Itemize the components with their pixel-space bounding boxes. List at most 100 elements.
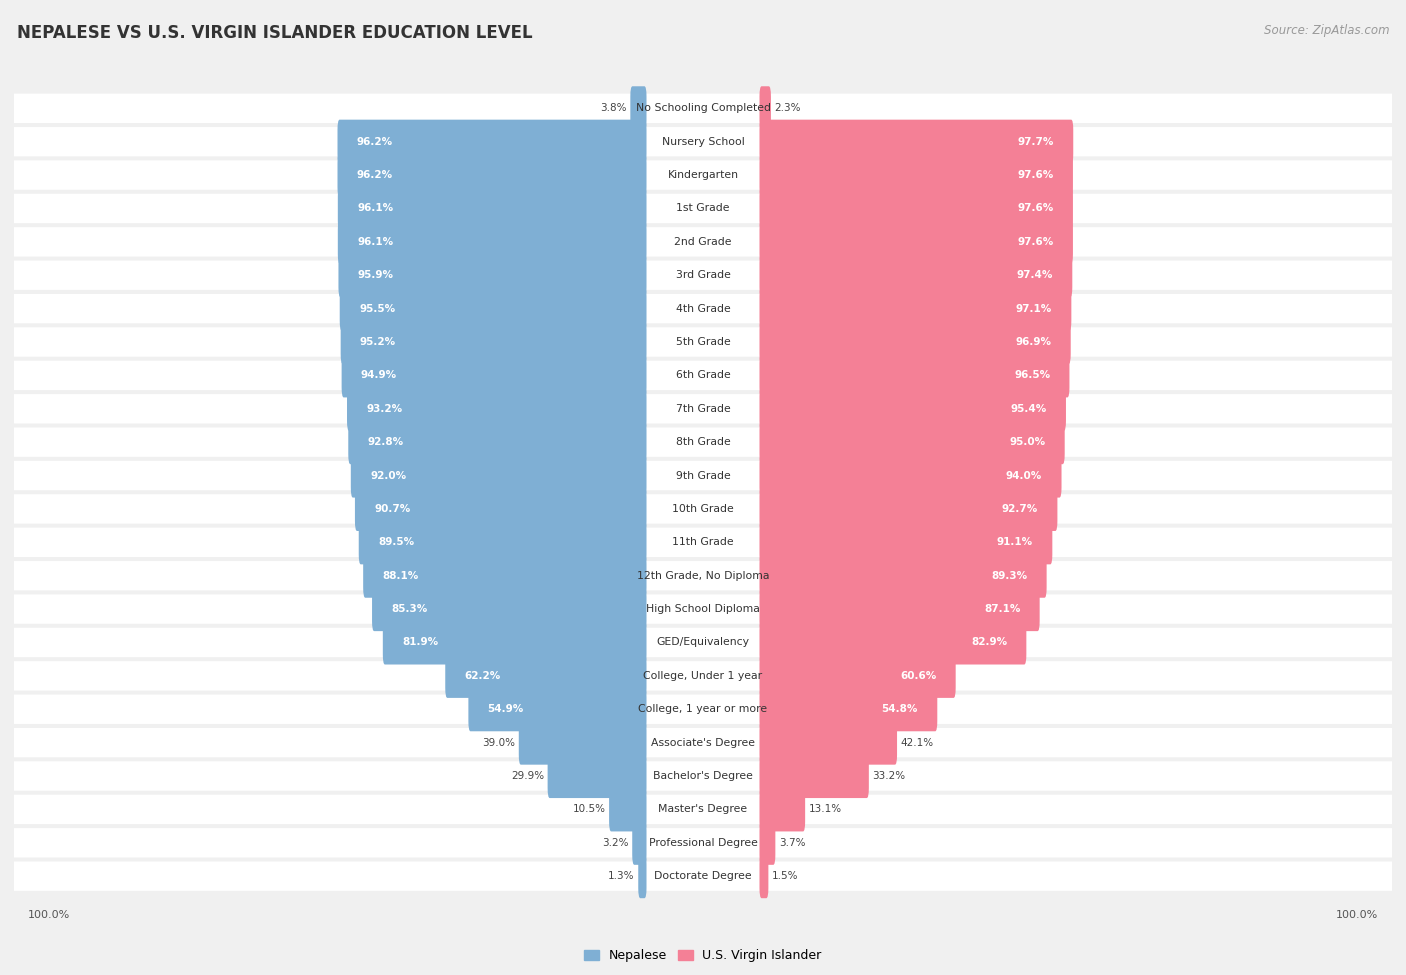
FancyBboxPatch shape xyxy=(759,353,1070,398)
Text: 97.6%: 97.6% xyxy=(1018,170,1053,180)
Text: 94.0%: 94.0% xyxy=(1005,471,1042,481)
FancyBboxPatch shape xyxy=(14,527,1392,557)
FancyBboxPatch shape xyxy=(759,554,1046,598)
Text: 5th Grade: 5th Grade xyxy=(676,337,730,347)
FancyBboxPatch shape xyxy=(14,94,1392,123)
FancyBboxPatch shape xyxy=(759,788,806,832)
Text: 89.5%: 89.5% xyxy=(378,537,415,547)
Text: College, Under 1 year: College, Under 1 year xyxy=(644,671,762,681)
Text: 60.6%: 60.6% xyxy=(900,671,936,681)
Text: 4th Grade: 4th Grade xyxy=(676,303,730,314)
Text: 82.9%: 82.9% xyxy=(972,638,1007,647)
Text: 96.2%: 96.2% xyxy=(357,136,392,146)
Text: 3.2%: 3.2% xyxy=(602,838,628,848)
Text: 12th Grade, No Diploma: 12th Grade, No Diploma xyxy=(637,570,769,581)
FancyBboxPatch shape xyxy=(14,661,1392,690)
Text: 3rd Grade: 3rd Grade xyxy=(675,270,731,280)
Legend: Nepalese, U.S. Virgin Islander: Nepalese, U.S. Virgin Islander xyxy=(579,944,827,967)
FancyBboxPatch shape xyxy=(14,595,1392,624)
Text: 97.4%: 97.4% xyxy=(1017,270,1053,280)
Text: 54.9%: 54.9% xyxy=(488,704,524,715)
Text: Source: ZipAtlas.com: Source: ZipAtlas.com xyxy=(1264,24,1389,37)
Text: Bachelor's Degree: Bachelor's Degree xyxy=(652,771,754,781)
FancyBboxPatch shape xyxy=(339,254,647,297)
FancyBboxPatch shape xyxy=(759,254,1073,297)
Text: 94.9%: 94.9% xyxy=(361,370,396,380)
FancyBboxPatch shape xyxy=(14,427,1392,457)
FancyBboxPatch shape xyxy=(337,153,647,197)
FancyBboxPatch shape xyxy=(14,361,1392,390)
Text: 95.9%: 95.9% xyxy=(357,270,394,280)
FancyBboxPatch shape xyxy=(638,854,647,898)
FancyBboxPatch shape xyxy=(759,153,1073,197)
FancyBboxPatch shape xyxy=(14,628,1392,657)
Text: 81.9%: 81.9% xyxy=(402,638,439,647)
Text: 9th Grade: 9th Grade xyxy=(676,471,730,481)
Text: 3.7%: 3.7% xyxy=(779,838,806,848)
FancyBboxPatch shape xyxy=(340,320,647,364)
FancyBboxPatch shape xyxy=(609,788,647,832)
Text: 97.6%: 97.6% xyxy=(1018,204,1053,214)
Text: 100.0%: 100.0% xyxy=(28,910,70,919)
Text: 13.1%: 13.1% xyxy=(808,804,842,814)
FancyBboxPatch shape xyxy=(337,219,647,264)
FancyBboxPatch shape xyxy=(14,728,1392,758)
FancyBboxPatch shape xyxy=(337,186,647,230)
Text: 93.2%: 93.2% xyxy=(367,404,402,413)
FancyBboxPatch shape xyxy=(14,694,1392,723)
Text: 95.0%: 95.0% xyxy=(1010,437,1046,448)
Text: Nursery School: Nursery School xyxy=(662,136,744,146)
Text: 96.1%: 96.1% xyxy=(357,204,394,214)
FancyBboxPatch shape xyxy=(759,487,1057,531)
FancyBboxPatch shape xyxy=(14,561,1392,591)
FancyBboxPatch shape xyxy=(468,687,647,731)
Text: 42.1%: 42.1% xyxy=(900,738,934,748)
FancyBboxPatch shape xyxy=(14,161,1392,190)
Text: 7th Grade: 7th Grade xyxy=(676,404,730,413)
FancyBboxPatch shape xyxy=(759,721,897,764)
FancyBboxPatch shape xyxy=(547,754,647,799)
Text: 10th Grade: 10th Grade xyxy=(672,504,734,514)
FancyBboxPatch shape xyxy=(759,387,1066,431)
Text: 95.5%: 95.5% xyxy=(359,303,395,314)
FancyBboxPatch shape xyxy=(14,795,1392,824)
FancyBboxPatch shape xyxy=(759,587,1039,631)
FancyBboxPatch shape xyxy=(352,453,647,497)
Text: 1.3%: 1.3% xyxy=(609,872,634,881)
Text: 11th Grade: 11th Grade xyxy=(672,537,734,547)
Text: 1st Grade: 1st Grade xyxy=(676,204,730,214)
FancyBboxPatch shape xyxy=(342,353,647,398)
FancyBboxPatch shape xyxy=(759,821,775,865)
FancyBboxPatch shape xyxy=(337,120,647,164)
FancyBboxPatch shape xyxy=(759,453,1062,497)
Text: 33.2%: 33.2% xyxy=(872,771,905,781)
Text: 96.2%: 96.2% xyxy=(357,170,392,180)
FancyBboxPatch shape xyxy=(759,854,769,898)
FancyBboxPatch shape xyxy=(14,761,1392,791)
FancyBboxPatch shape xyxy=(759,320,1071,364)
Text: 96.9%: 96.9% xyxy=(1015,337,1052,347)
FancyBboxPatch shape xyxy=(759,687,938,731)
Text: 89.3%: 89.3% xyxy=(991,570,1028,581)
Text: 39.0%: 39.0% xyxy=(482,738,516,748)
FancyBboxPatch shape xyxy=(363,554,647,598)
FancyBboxPatch shape xyxy=(354,487,647,531)
Text: 62.2%: 62.2% xyxy=(464,671,501,681)
Text: 2.3%: 2.3% xyxy=(775,103,801,113)
FancyBboxPatch shape xyxy=(349,420,647,464)
Text: 97.1%: 97.1% xyxy=(1015,303,1052,314)
Text: College, 1 year or more: College, 1 year or more xyxy=(638,704,768,715)
FancyBboxPatch shape xyxy=(340,287,647,331)
Text: 92.7%: 92.7% xyxy=(1002,504,1038,514)
FancyBboxPatch shape xyxy=(14,194,1392,223)
Text: 91.1%: 91.1% xyxy=(997,537,1033,547)
Text: Doctorate Degree: Doctorate Degree xyxy=(654,872,752,881)
FancyBboxPatch shape xyxy=(14,293,1392,324)
Text: No Schooling Completed: No Schooling Completed xyxy=(636,103,770,113)
Text: 8th Grade: 8th Grade xyxy=(676,437,730,448)
FancyBboxPatch shape xyxy=(14,227,1392,256)
FancyBboxPatch shape xyxy=(14,127,1392,156)
Text: 10.5%: 10.5% xyxy=(572,804,606,814)
Text: 97.6%: 97.6% xyxy=(1018,237,1053,247)
Text: 92.8%: 92.8% xyxy=(367,437,404,448)
